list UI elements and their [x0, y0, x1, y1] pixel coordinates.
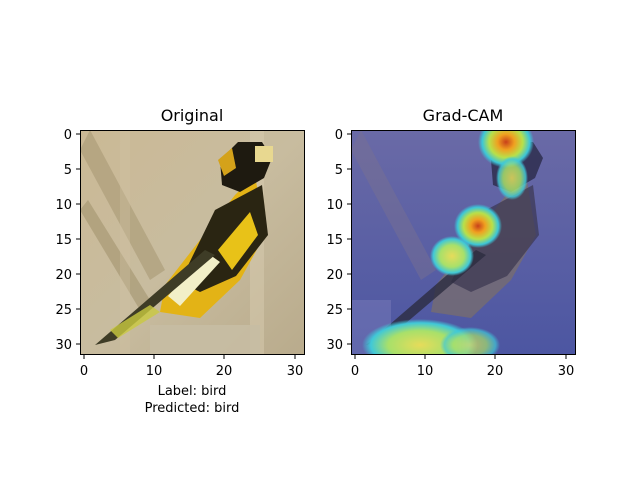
- gradcam-y-ticks: [347, 133, 351, 345]
- original-xtick-label: 20: [216, 364, 233, 379]
- gradcam-xtick-label: 10: [417, 364, 434, 379]
- gradcam-ytick-label: 25: [326, 303, 343, 318]
- original-xtick-label: 10: [146, 364, 163, 379]
- original-ytick-label: 15: [55, 233, 72, 248]
- gradcam-xtick-label: 30: [558, 364, 575, 379]
- original-xtick-label: 30: [287, 364, 304, 379]
- gradcam-ytick-label: 15: [326, 233, 343, 248]
- original-title: Original: [161, 106, 224, 125]
- original-ytick-label: 20: [55, 268, 72, 283]
- gradcam-panel: Grad-CAM 0 10 20 30: [326, 106, 576, 379]
- predicted-label-caption: Predicted: bird: [145, 401, 240, 416]
- gradcam-ytick-label: 30: [326, 338, 343, 353]
- original-ytick-label: 5: [64, 163, 72, 178]
- original-ytick-label: 0: [64, 128, 72, 143]
- gradcam-ytick-label: 20: [326, 268, 343, 283]
- gradcam-ytick-label: 0: [335, 128, 343, 143]
- gradcam-ytick-label: 5: [335, 163, 343, 178]
- original-image: [80, 130, 305, 355]
- original-ytick-label: 25: [55, 303, 72, 318]
- original-axes-frame: [80, 130, 305, 355]
- gradcam-axes-frame: [351, 130, 576, 355]
- gradcam-image: [351, 130, 576, 355]
- gradcam-xtick-label: 0: [351, 364, 359, 379]
- true-label-caption: Label: bird: [158, 384, 227, 399]
- original-xtick-label: 0: [80, 364, 88, 379]
- gradcam-x-ticks: [354, 355, 567, 359]
- original-ytick-label: 10: [55, 198, 72, 213]
- gradcam-ytick-label: 10: [326, 198, 343, 213]
- original-y-ticks: [76, 133, 80, 345]
- gradcam-title: Grad-CAM: [423, 106, 504, 125]
- original-x-ticks: [83, 355, 296, 359]
- original-panel: Original: [55, 106, 305, 416]
- gradcam-xtick-label: 20: [487, 364, 504, 379]
- original-ytick-label: 30: [55, 338, 72, 353]
